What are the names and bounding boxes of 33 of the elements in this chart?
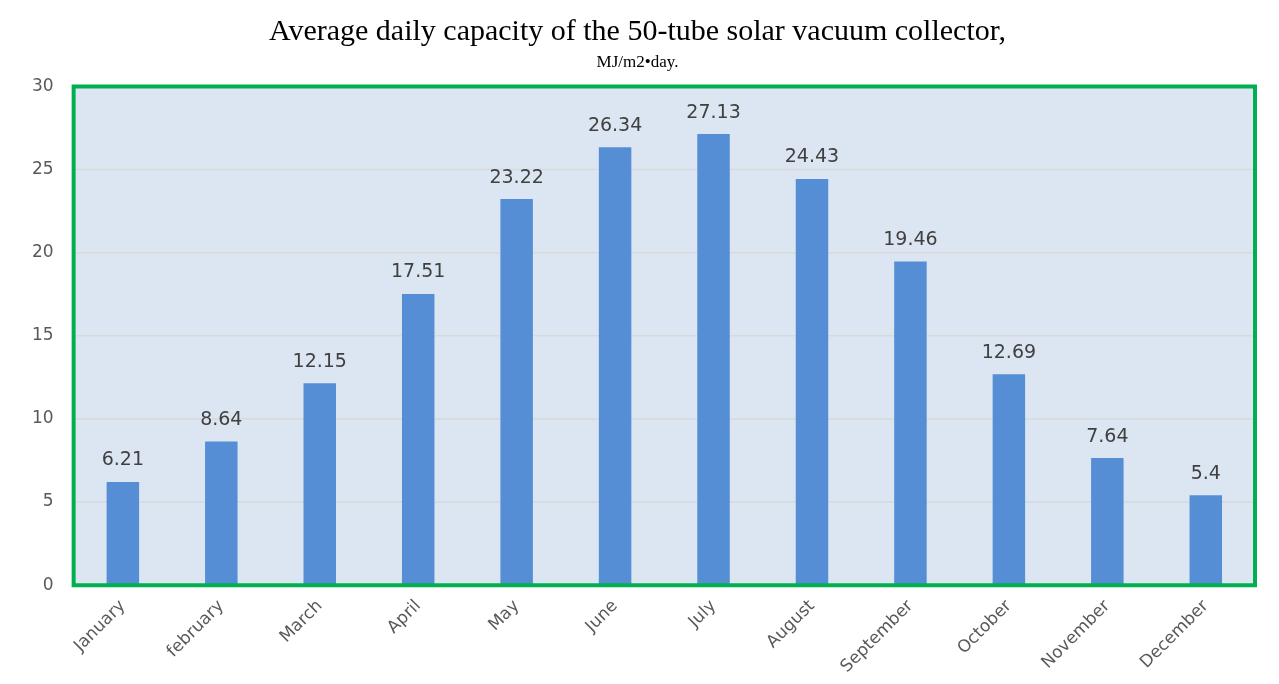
bar bbox=[1189, 495, 1223, 586]
bar bbox=[697, 134, 730, 586]
chart-title: Average daily capacity of the 50-tube solar vacuum collector, bbox=[268, 12, 1007, 46]
bar bbox=[1091, 458, 1124, 586]
bar bbox=[500, 199, 533, 586]
y-tick-label: 15 bbox=[31, 324, 54, 345]
data-label: 5.4 bbox=[1190, 460, 1221, 483]
bar bbox=[106, 481, 140, 586]
data-label: 7.64 bbox=[1086, 423, 1129, 446]
data-label: 23.22 bbox=[489, 164, 544, 187]
bar bbox=[401, 294, 435, 586]
y-tick-label: 20 bbox=[31, 241, 54, 262]
y-tick-label: 0 bbox=[42, 573, 54, 594]
bar bbox=[205, 441, 238, 586]
data-label: 24.43 bbox=[784, 144, 840, 167]
data-label: 19.46 bbox=[883, 227, 938, 250]
data-label: 17.51 bbox=[390, 259, 446, 282]
bar bbox=[303, 383, 336, 586]
bar bbox=[992, 374, 1026, 586]
bar bbox=[795, 179, 829, 586]
y-tick-label: 30 bbox=[31, 74, 54, 95]
data-label: 26.34 bbox=[587, 112, 643, 135]
chart-subtitle: MJ/m2•day. bbox=[596, 51, 679, 71]
data-label: 12.15 bbox=[292, 348, 347, 371]
bar bbox=[894, 261, 927, 586]
y-tick-label: 10 bbox=[31, 407, 54, 428]
bar bbox=[598, 147, 632, 586]
data-label: 27.13 bbox=[686, 99, 741, 122]
data-label: 8.64 bbox=[200, 406, 243, 429]
y-tick-label: 5 bbox=[42, 490, 54, 511]
data-label: 6.21 bbox=[101, 447, 145, 470]
y-tick-label: 25 bbox=[31, 157, 54, 178]
data-label: 12.69 bbox=[981, 339, 1037, 362]
